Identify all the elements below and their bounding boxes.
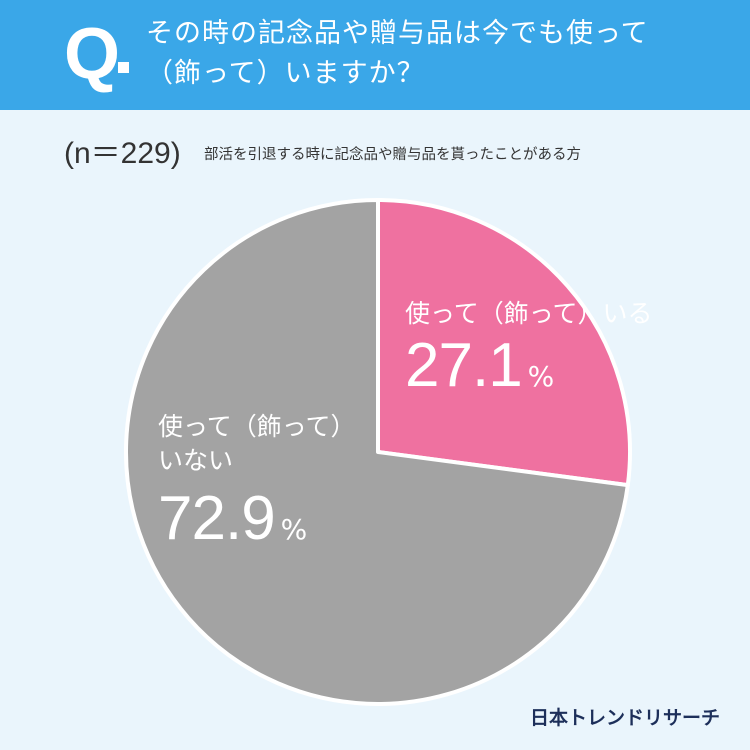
pie-slice-used (376, 198, 632, 488)
question-header: Q その時の記念品や贈与品は今でも使って （飾って）いますか？ (0, 0, 750, 110)
respondent-description: 部活を引退する時に記念品や贈与品を貰ったことがある方 (204, 147, 581, 163)
slice-used-unit: % (527, 360, 555, 393)
question-line-2: （飾って）いますか？ (146, 58, 425, 89)
slice-not-used-unit: % (280, 513, 308, 546)
slice-used-percent: 27.1 (405, 331, 523, 400)
q-dot (118, 62, 129, 73)
slice-label-not-used: 使って（飾って） いない 72.9% (158, 410, 356, 565)
slice-label-used-value: 27.1% (405, 331, 653, 412)
slice-label-not-used-line-1: 使って（飾って） (158, 412, 356, 441)
brand-logo: 日本トレンドリサーチ (530, 707, 721, 729)
slice-not-used-percent: 72.9 (158, 484, 276, 553)
question-text: その時の記念品や贈与品は今でも使って （飾って）いますか？ (146, 14, 736, 94)
sample-size: (n＝229) (64, 137, 181, 170)
slice-label-not-used-line-2: いない (158, 446, 234, 475)
slice-label-used-name: 使って（飾って）いる (405, 299, 653, 328)
pie-slice-not-used (124, 198, 630, 706)
slice-label-used: 使って（飾って）いる 27.1% (405, 297, 653, 412)
question-line-1: その時の記念品や贈与品は今でも使って (146, 18, 649, 49)
q-mark: Q (64, 14, 121, 94)
slice-label-not-used-value: 72.9% (158, 484, 356, 565)
